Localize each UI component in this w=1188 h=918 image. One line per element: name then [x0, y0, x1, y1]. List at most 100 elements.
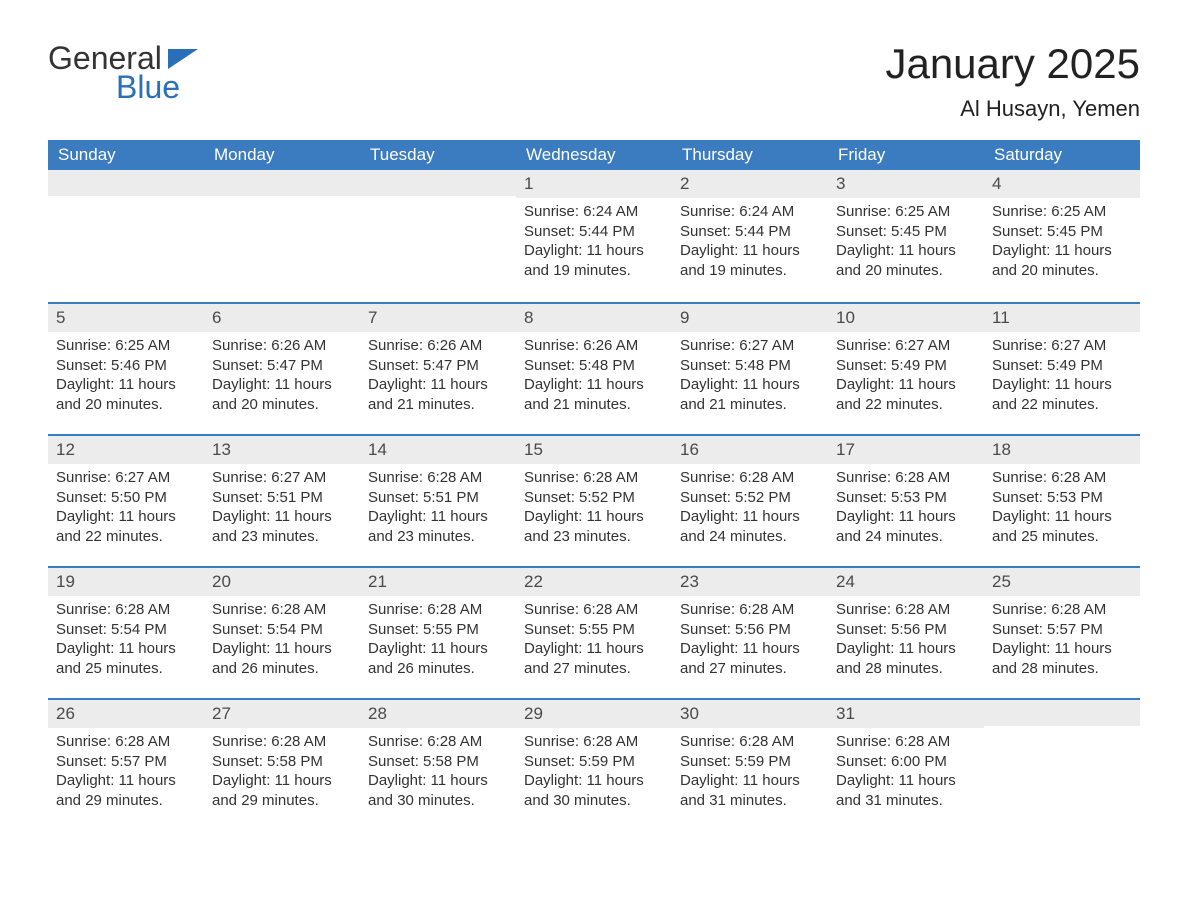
day-number: 26	[48, 700, 204, 728]
day-body: Sunrise: 6:28 AMSunset: 5:53 PMDaylight:…	[828, 464, 984, 546]
day-number: 4	[984, 170, 1140, 198]
day-cell: 22Sunrise: 6:28 AMSunset: 5:55 PMDayligh…	[516, 568, 672, 680]
sunrise-line: Sunrise: 6:28 AM	[524, 600, 664, 620]
day-body: Sunrise: 6:28 AMSunset: 5:58 PMDaylight:…	[204, 728, 360, 810]
daylight-line: Daylight: 11 hours and 28 minutes.	[836, 639, 976, 678]
day-number: 9	[672, 304, 828, 332]
sunrise-line: Sunrise: 6:25 AM	[836, 202, 976, 222]
sunrise-line: Sunrise: 6:28 AM	[524, 732, 664, 752]
day-body: Sunrise: 6:25 AMSunset: 5:45 PMDaylight:…	[828, 198, 984, 280]
sunset-line: Sunset: 5:53 PM	[836, 488, 976, 508]
day-cell: 17Sunrise: 6:28 AMSunset: 5:53 PMDayligh…	[828, 436, 984, 548]
sunset-line: Sunset: 5:56 PM	[680, 620, 820, 640]
sunrise-line: Sunrise: 6:28 AM	[836, 732, 976, 752]
sunrise-line: Sunrise: 6:26 AM	[524, 336, 664, 356]
weekday-header-cell: Thursday	[672, 140, 828, 170]
day-body: Sunrise: 6:28 AMSunset: 5:53 PMDaylight:…	[984, 464, 1140, 546]
day-body: Sunrise: 6:28 AMSunset: 6:00 PMDaylight:…	[828, 728, 984, 810]
day-cell: 27Sunrise: 6:28 AMSunset: 5:58 PMDayligh…	[204, 700, 360, 812]
sunrise-line: Sunrise: 6:24 AM	[524, 202, 664, 222]
sunset-line: Sunset: 5:59 PM	[680, 752, 820, 772]
day-number: 28	[360, 700, 516, 728]
day-number	[360, 170, 516, 196]
day-number: 14	[360, 436, 516, 464]
sunset-line: Sunset: 5:51 PM	[212, 488, 352, 508]
day-cell	[360, 170, 516, 284]
daylight-line: Daylight: 11 hours and 25 minutes.	[56, 639, 196, 678]
day-cell: 18Sunrise: 6:28 AMSunset: 5:53 PMDayligh…	[984, 436, 1140, 548]
day-number: 30	[672, 700, 828, 728]
daylight-line: Daylight: 11 hours and 20 minutes.	[56, 375, 196, 414]
day-number	[48, 170, 204, 196]
daylight-line: Daylight: 11 hours and 22 minutes.	[56, 507, 196, 546]
day-cell: 19Sunrise: 6:28 AMSunset: 5:54 PMDayligh…	[48, 568, 204, 680]
day-number: 27	[204, 700, 360, 728]
calendar-table: SundayMondayTuesdayWednesdayThursdayFrid…	[48, 140, 1140, 830]
daylight-line: Daylight: 11 hours and 29 minutes.	[212, 771, 352, 810]
day-body: Sunrise: 6:27 AMSunset: 5:48 PMDaylight:…	[672, 332, 828, 414]
logo-flag-icon	[168, 49, 198, 69]
day-number: 2	[672, 170, 828, 198]
sunrise-line: Sunrise: 6:28 AM	[56, 732, 196, 752]
sunset-line: Sunset: 5:58 PM	[212, 752, 352, 772]
day-body: Sunrise: 6:26 AMSunset: 5:47 PMDaylight:…	[360, 332, 516, 414]
daylight-line: Daylight: 11 hours and 23 minutes.	[368, 507, 508, 546]
day-body: Sunrise: 6:28 AMSunset: 5:59 PMDaylight:…	[516, 728, 672, 810]
sunset-line: Sunset: 5:54 PM	[56, 620, 196, 640]
day-cell: 20Sunrise: 6:28 AMSunset: 5:54 PMDayligh…	[204, 568, 360, 680]
sunrise-line: Sunrise: 6:28 AM	[212, 732, 352, 752]
sunrise-line: Sunrise: 6:28 AM	[212, 600, 352, 620]
daylight-line: Daylight: 11 hours and 21 minutes.	[368, 375, 508, 414]
day-cell: 24Sunrise: 6:28 AMSunset: 5:56 PMDayligh…	[828, 568, 984, 680]
day-cell: 23Sunrise: 6:28 AMSunset: 5:56 PMDayligh…	[672, 568, 828, 680]
day-body: Sunrise: 6:28 AMSunset: 5:56 PMDaylight:…	[672, 596, 828, 678]
day-cell: 21Sunrise: 6:28 AMSunset: 5:55 PMDayligh…	[360, 568, 516, 680]
day-number	[984, 700, 1140, 726]
daylight-line: Daylight: 11 hours and 22 minutes.	[992, 375, 1132, 414]
day-body: Sunrise: 6:26 AMSunset: 5:48 PMDaylight:…	[516, 332, 672, 414]
sunset-line: Sunset: 5:44 PM	[680, 222, 820, 242]
day-body: Sunrise: 6:28 AMSunset: 5:57 PMDaylight:…	[48, 728, 204, 810]
sunset-line: Sunset: 5:48 PM	[524, 356, 664, 376]
sunrise-line: Sunrise: 6:25 AM	[992, 202, 1132, 222]
day-number: 17	[828, 436, 984, 464]
sunset-line: Sunset: 5:49 PM	[836, 356, 976, 376]
day-number: 12	[48, 436, 204, 464]
day-body: Sunrise: 6:27 AMSunset: 5:49 PMDaylight:…	[828, 332, 984, 414]
day-body: Sunrise: 6:28 AMSunset: 5:51 PMDaylight:…	[360, 464, 516, 546]
daylight-line: Daylight: 11 hours and 28 minutes.	[992, 639, 1132, 678]
sunset-line: Sunset: 5:52 PM	[524, 488, 664, 508]
daylight-line: Daylight: 11 hours and 20 minutes.	[212, 375, 352, 414]
sunrise-line: Sunrise: 6:28 AM	[680, 600, 820, 620]
calendar-page: General Blue January 2025 Al Husayn, Yem…	[0, 0, 1188, 870]
sunrise-line: Sunrise: 6:28 AM	[680, 468, 820, 488]
day-cell: 13Sunrise: 6:27 AMSunset: 5:51 PMDayligh…	[204, 436, 360, 548]
sunrise-line: Sunrise: 6:24 AM	[680, 202, 820, 222]
day-number: 6	[204, 304, 360, 332]
day-cell: 31Sunrise: 6:28 AMSunset: 6:00 PMDayligh…	[828, 700, 984, 812]
sunset-line: Sunset: 5:54 PM	[212, 620, 352, 640]
sunset-line: Sunset: 5:57 PM	[992, 620, 1132, 640]
day-number: 21	[360, 568, 516, 596]
sunset-line: Sunset: 5:51 PM	[368, 488, 508, 508]
daylight-line: Daylight: 11 hours and 26 minutes.	[368, 639, 508, 678]
day-cell: 26Sunrise: 6:28 AMSunset: 5:57 PMDayligh…	[48, 700, 204, 812]
daylight-line: Daylight: 11 hours and 30 minutes.	[524, 771, 664, 810]
sunrise-line: Sunrise: 6:28 AM	[992, 600, 1132, 620]
daylight-line: Daylight: 11 hours and 19 minutes.	[524, 241, 664, 280]
weekday-header-cell: Monday	[204, 140, 360, 170]
day-cell: 8Sunrise: 6:26 AMSunset: 5:48 PMDaylight…	[516, 304, 672, 416]
day-cell: 7Sunrise: 6:26 AMSunset: 5:47 PMDaylight…	[360, 304, 516, 416]
daylight-line: Daylight: 11 hours and 22 minutes.	[836, 375, 976, 414]
sunrise-line: Sunrise: 6:28 AM	[680, 732, 820, 752]
day-body: Sunrise: 6:27 AMSunset: 5:50 PMDaylight:…	[48, 464, 204, 546]
logo: General Blue	[48, 40, 198, 106]
day-number: 5	[48, 304, 204, 332]
day-body: Sunrise: 6:28 AMSunset: 5:57 PMDaylight:…	[984, 596, 1140, 678]
day-body: Sunrise: 6:28 AMSunset: 5:54 PMDaylight:…	[48, 596, 204, 678]
day-number	[204, 170, 360, 196]
sunrise-line: Sunrise: 6:27 AM	[992, 336, 1132, 356]
day-number: 10	[828, 304, 984, 332]
daylight-line: Daylight: 11 hours and 25 minutes.	[992, 507, 1132, 546]
day-body: Sunrise: 6:28 AMSunset: 5:58 PMDaylight:…	[360, 728, 516, 810]
